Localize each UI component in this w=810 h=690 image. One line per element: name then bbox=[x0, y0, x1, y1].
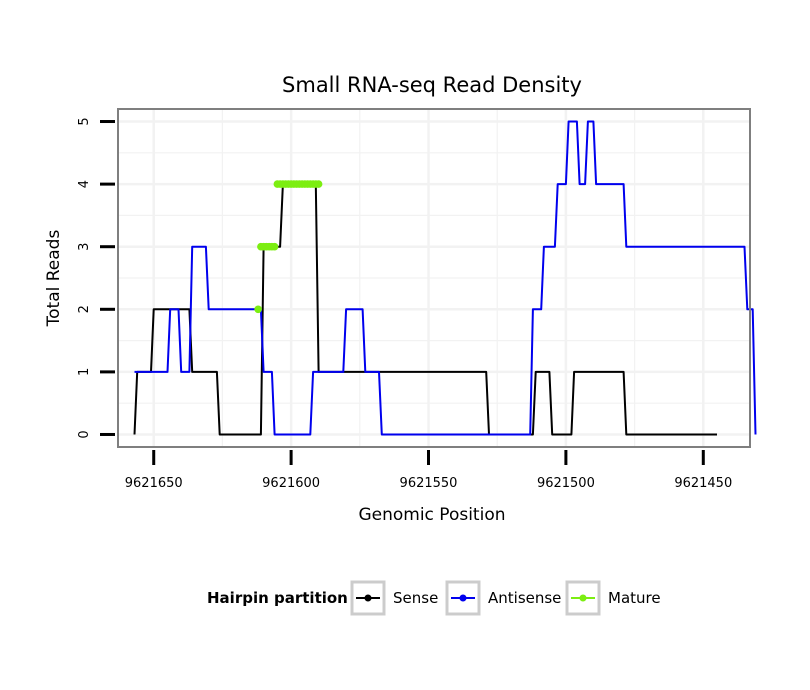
mature-point bbox=[314, 180, 323, 188]
mature-point bbox=[270, 242, 279, 251]
y-axis-label: Total Reads bbox=[44, 230, 64, 328]
x-tick-label: 9621600 bbox=[262, 476, 320, 491]
legend-key-point bbox=[579, 594, 587, 602]
y-tick-label: 1 bbox=[77, 368, 92, 376]
plot-panel-border bbox=[117, 108, 751, 448]
x-tick-label: 9621500 bbox=[537, 476, 595, 491]
y-tick-label: 5 bbox=[77, 117, 92, 125]
legend-label-antisense: Antisense bbox=[488, 589, 561, 607]
y-tick-label: 0 bbox=[77, 430, 92, 438]
legend-label-mature: Mature bbox=[608, 589, 661, 607]
x-axis: 9621650 9621600 9621550 9621500 9621450 bbox=[125, 450, 732, 491]
y-tick-label: 3 bbox=[77, 243, 92, 251]
antisense-line bbox=[134, 120, 757, 436]
x-tick-label: 9621450 bbox=[674, 476, 732, 491]
x-axis-label: Genomic Position bbox=[358, 505, 505, 525]
chart-title: Small RNA-seq Read Density bbox=[282, 73, 582, 97]
y-axis: 0 1 2 3 4 5 bbox=[77, 117, 115, 439]
x-tick-label: 9621650 bbox=[125, 476, 183, 491]
x-tick-label: 9621550 bbox=[400, 476, 458, 491]
y-tick-label: 2 bbox=[77, 305, 92, 313]
legend-key-point bbox=[364, 594, 372, 602]
legend-label-sense: Sense bbox=[393, 589, 438, 607]
legend: Hairpin partition Sense Antisense Mature bbox=[207, 580, 661, 616]
y-tick-label: 4 bbox=[77, 180, 92, 188]
legend-title: Hairpin partition bbox=[207, 589, 348, 607]
mature-point bbox=[254, 305, 262, 314]
legend-key-point bbox=[459, 594, 467, 602]
series-group bbox=[133, 120, 757, 436]
